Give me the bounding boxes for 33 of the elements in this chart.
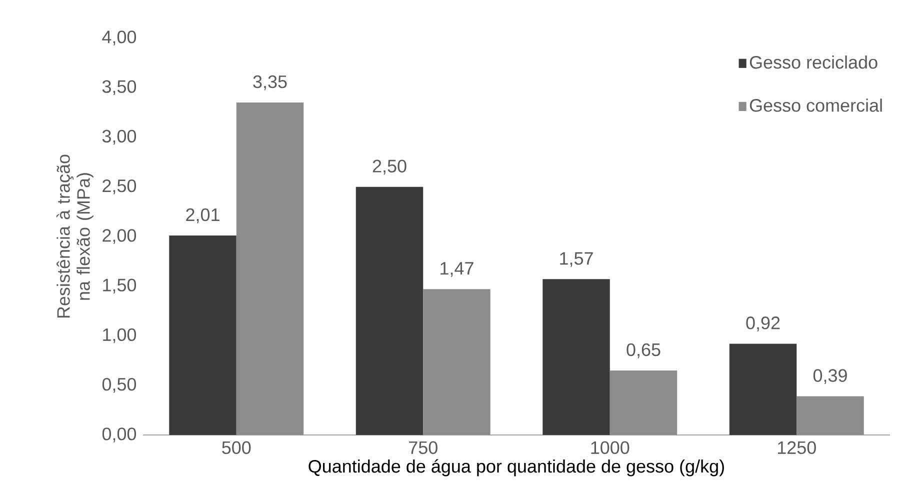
x-tick-label: 1250 (778, 441, 816, 454)
bar (610, 370, 678, 435)
y-tick-label: 2,00 (102, 229, 136, 244)
x-axis-title: Quantidade de água por quantidade de gesso (g/kg) (308, 459, 724, 476)
data-label: 2,01 (186, 208, 220, 224)
bar (542, 279, 610, 435)
data-label: 0,92 (746, 316, 780, 332)
bar (729, 344, 797, 435)
legend-label: Gesso reciclado (750, 56, 878, 69)
data-label: 3,35 (253, 75, 287, 90)
x-tick-label: 750 (409, 441, 438, 454)
data-label: 2,50 (372, 160, 406, 175)
y-tick-label: 4,00 (102, 30, 136, 46)
bar (169, 236, 236, 435)
y-tick-label: 3,00 (102, 130, 136, 145)
data-label: 0,39 (813, 369, 847, 384)
y-tick-label: 0,50 (102, 378, 136, 393)
y-tick-label: 0,00 (102, 428, 136, 442)
bar (423, 289, 490, 435)
y-tick-label: 3,50 (102, 80, 136, 96)
y-axis-title: Resistência à tração na flexão (MPa) (56, 154, 94, 318)
data-label: 1,47 (440, 262, 474, 277)
x-tick-label: 1000 (591, 441, 630, 454)
bar (356, 186, 424, 435)
x-tick-label: 500 (222, 441, 251, 454)
legend-label: Gesso comercial (750, 98, 882, 112)
y-tick-label: 1,50 (103, 278, 136, 294)
bar (236, 102, 304, 435)
y-tick-label: 2,50 (102, 179, 136, 194)
y-tick-label: 1,00 (103, 328, 136, 344)
bar (796, 396, 864, 435)
data-label: 0,65 (626, 343, 660, 358)
data-label: 1,57 (560, 252, 593, 267)
